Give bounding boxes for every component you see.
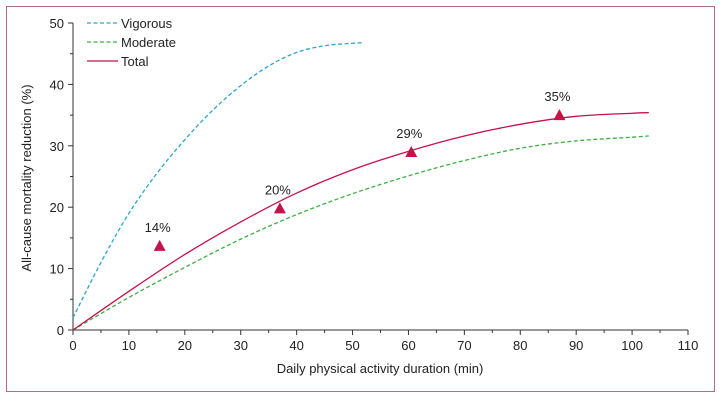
chart-frame: [6, 6, 715, 392]
x-tick-label: 20: [178, 338, 192, 353]
data-marker-triangle: [153, 239, 166, 251]
y-tick-label: 0: [57, 323, 64, 338]
y-axis-title: All-cause mortality reduction (%): [19, 84, 34, 271]
x-tick-label: 80: [513, 338, 527, 353]
legend: Vigorous Moderate Total: [87, 16, 176, 69]
x-tick-label: 60: [401, 338, 415, 353]
y-tick-label: 10: [50, 262, 64, 277]
x-axis-title: Daily physical activity duration (min): [277, 361, 484, 376]
axes: 0 10 20 30 40 50 60 70 80 90 100 110 0 10 20 30 40 50: [50, 16, 699, 353]
x-tick-label: 30: [233, 338, 247, 353]
series-layer: [72, 42, 649, 331]
y-tick-label: 50: [50, 16, 64, 31]
data-marker-triangle: [405, 145, 418, 157]
y-tick-label: 40: [50, 77, 64, 92]
series-line-total: [72, 111, 649, 331]
y-tick-label: 30: [50, 139, 64, 154]
data-label: 20%: [265, 182, 291, 197]
legend-label-vigorous: Vigorous: [121, 16, 173, 31]
x-tick-label: 90: [569, 338, 583, 353]
x-tick-label: 40: [289, 338, 303, 353]
series-line-vigorous: [72, 42, 364, 319]
marker-layer: 14% 20% 29% 35%: [145, 89, 571, 251]
legend-label-total: Total: [121, 54, 149, 69]
data-label: 29%: [396, 126, 422, 141]
y-tick-label: 20: [50, 200, 64, 215]
legend-label-moderate: Moderate: [121, 35, 176, 50]
x-tick-label: 70: [457, 338, 471, 353]
x-tick-label: 110: [678, 338, 699, 353]
x-tick-label: 10: [122, 338, 136, 353]
data-marker-triangle: [273, 202, 286, 214]
x-tick-label: 0: [69, 338, 76, 353]
x-tick-label: 50: [345, 338, 359, 353]
data-label: 14%: [145, 220, 171, 235]
x-tick-label: 100: [621, 338, 643, 353]
data-marker-triangle: [553, 109, 566, 121]
data-label: 35%: [544, 89, 570, 104]
